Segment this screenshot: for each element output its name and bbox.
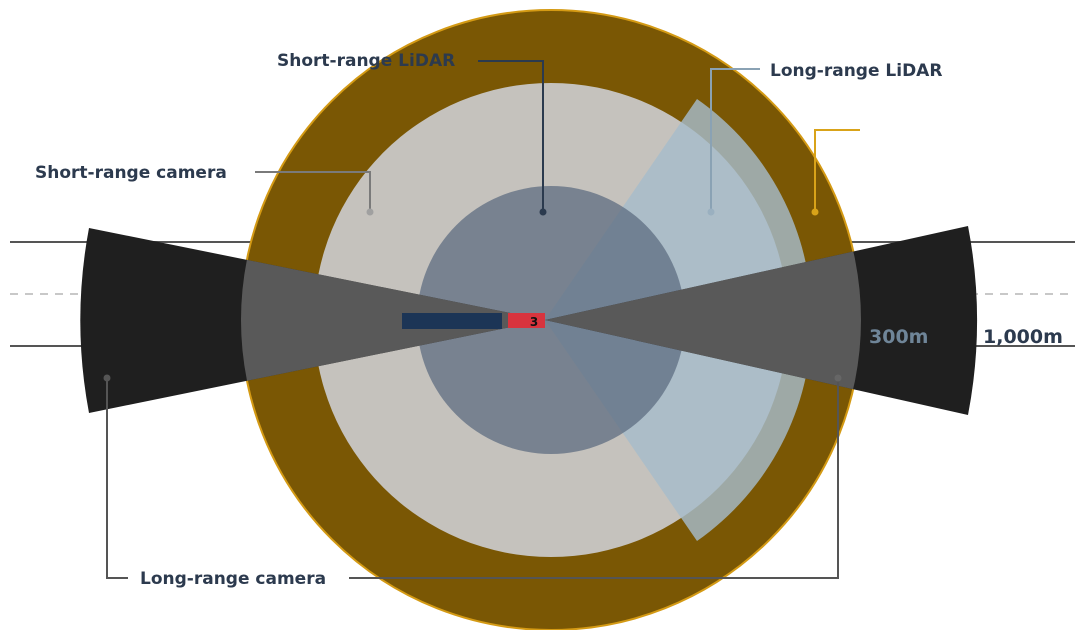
- long-range-camera-overlay-right: [545, 226, 861, 415]
- distance-outer-label: 1,000m: [983, 326, 1063, 348]
- long-range-lidar-dot: [707, 208, 715, 216]
- long-range-lidar-leader: [710, 68, 760, 212]
- truck-cab-label: 3: [530, 315, 538, 329]
- short-range-lidar-dot: [539, 208, 547, 216]
- long-range-camera-dot-left: [103, 374, 111, 382]
- distance-inner-label: 300m: [869, 326, 928, 348]
- long-range-camera-leader-left: [106, 378, 128, 579]
- truck-trailer: [402, 313, 502, 329]
- short-range-camera-label: Short-range camera: [35, 163, 227, 183]
- long-range-camera-leader-right: [349, 378, 839, 579]
- long-range-camera-overlay-left: [241, 228, 545, 413]
- long-range-camera-label: Long-range camera: [140, 569, 326, 589]
- short-range-lidar-label: Short-range LiDAR: [277, 51, 455, 71]
- long-range-lidar-label: Long-range LiDAR: [770, 61, 942, 81]
- short-range-lidar-leader: [478, 60, 544, 212]
- short-range-camera-dot: [366, 208, 374, 216]
- short-range-camera-leader: [255, 171, 371, 212]
- long-range-camera-dot-right: [834, 374, 842, 382]
- gold-leader: [814, 129, 860, 212]
- gold-leader-dot: [811, 208, 819, 216]
- truck-cab: [508, 313, 545, 328]
